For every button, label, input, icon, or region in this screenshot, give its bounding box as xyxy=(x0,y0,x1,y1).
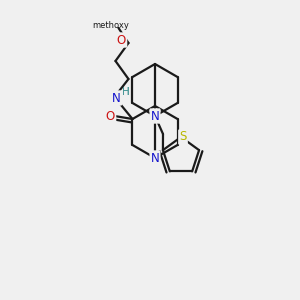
Text: N: N xyxy=(112,92,121,104)
Text: O: O xyxy=(117,34,126,46)
Text: N: N xyxy=(112,92,121,104)
Text: N: N xyxy=(151,110,159,122)
Text: N: N xyxy=(151,152,159,164)
Text: H: H xyxy=(122,87,129,97)
Text: S: S xyxy=(179,130,187,143)
Text: O: O xyxy=(117,34,126,46)
Text: H: H xyxy=(122,87,129,97)
Text: O: O xyxy=(106,110,115,122)
Text: methoxy: methoxy xyxy=(92,22,129,31)
Text: S: S xyxy=(179,130,187,143)
Text: O: O xyxy=(106,110,115,122)
Text: N: N xyxy=(151,110,159,122)
Text: N: N xyxy=(151,152,159,164)
